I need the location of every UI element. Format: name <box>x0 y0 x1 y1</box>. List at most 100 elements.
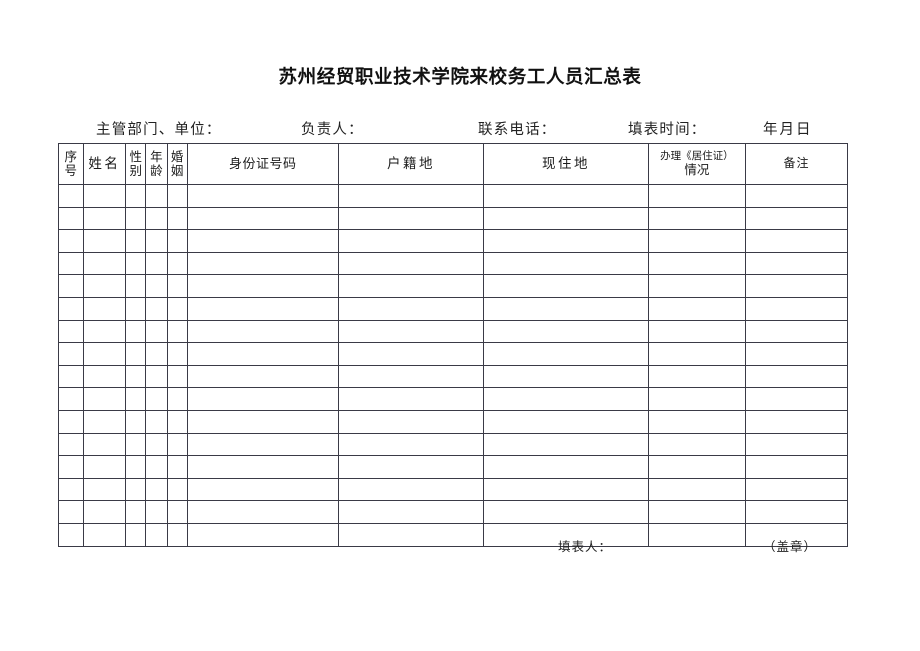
table-cell-name[interactable] <box>82 500 127 524</box>
table-cell-sex[interactable] <box>125 274 147 298</box>
table-cell-sex[interactable] <box>125 455 147 479</box>
table-cell-sex[interactable] <box>125 229 147 253</box>
table-cell-id[interactable] <box>186 455 339 479</box>
table-cell-name[interactable] <box>82 432 127 457</box>
table-cell-permit[interactable] <box>647 364 747 389</box>
table-cell-id[interactable] <box>186 184 339 208</box>
table-cell-sex[interactable] <box>125 296 147 321</box>
table-cell-note[interactable] <box>745 477 848 502</box>
table-cell-seq[interactable] <box>58 500 84 524</box>
table-cell-hukou[interactable] <box>337 206 485 231</box>
table-cell-permit[interactable] <box>647 274 747 298</box>
table-cell-permit[interactable] <box>647 500 747 524</box>
table-cell-note[interactable] <box>745 319 848 344</box>
table-cell-marry[interactable] <box>166 522 188 547</box>
table-cell-age[interactable] <box>145 206 168 231</box>
table-cell-note[interactable] <box>745 296 848 321</box>
table-cell-age[interactable] <box>145 364 168 389</box>
table-cell-seq[interactable] <box>58 364 84 389</box>
table-cell-marry[interactable] <box>166 409 188 434</box>
table-cell-note[interactable] <box>745 364 848 389</box>
table-cell-seq[interactable] <box>58 455 84 479</box>
table-cell-sex[interactable] <box>125 184 147 208</box>
table-cell-sex[interactable] <box>125 387 147 411</box>
table-cell-seq[interactable] <box>58 251 84 276</box>
table-cell-permit[interactable] <box>647 229 747 253</box>
table-cell-note[interactable] <box>745 251 848 276</box>
table-cell-name[interactable] <box>82 364 127 389</box>
table-cell-id[interactable] <box>186 319 339 344</box>
table-cell-addr[interactable] <box>483 184 649 208</box>
table-cell-marry[interactable] <box>166 432 188 457</box>
table-cell-id[interactable] <box>186 387 339 411</box>
table-cell-permit[interactable] <box>647 251 747 276</box>
table-cell-marry[interactable] <box>166 251 188 276</box>
table-cell-note[interactable] <box>745 206 848 231</box>
table-cell-note[interactable] <box>745 342 848 366</box>
table-cell-note[interactable] <box>745 387 848 411</box>
table-cell-permit[interactable] <box>647 409 747 434</box>
table-cell-seq[interactable] <box>58 229 84 253</box>
table-cell-name[interactable] <box>82 274 127 298</box>
table-cell-marry[interactable] <box>166 274 188 298</box>
table-cell-permit[interactable] <box>647 296 747 321</box>
table-cell-seq[interactable] <box>58 296 84 321</box>
table-cell-age[interactable] <box>145 342 168 366</box>
table-cell-sex[interactable] <box>125 432 147 457</box>
table-cell-age[interactable] <box>145 296 168 321</box>
table-cell-marry[interactable] <box>166 296 188 321</box>
table-cell-id[interactable] <box>186 296 339 321</box>
table-cell-permit[interactable] <box>647 206 747 231</box>
table-cell-hukou[interactable] <box>337 477 485 502</box>
table-cell-hukou[interactable] <box>337 364 485 389</box>
table-cell-id[interactable] <box>186 409 339 434</box>
table-cell-permit[interactable] <box>647 522 747 547</box>
table-cell-marry[interactable] <box>166 387 188 411</box>
table-cell-marry[interactable] <box>166 455 188 479</box>
table-cell-addr[interactable] <box>483 409 649 434</box>
table-cell-sex[interactable] <box>125 500 147 524</box>
table-cell-note[interactable] <box>745 522 848 547</box>
table-cell-addr[interactable] <box>483 229 649 253</box>
table-cell-name[interactable] <box>82 319 127 344</box>
table-cell-addr[interactable] <box>483 500 649 524</box>
table-cell-seq[interactable] <box>58 319 84 344</box>
table-cell-sex[interactable] <box>125 409 147 434</box>
table-cell-age[interactable] <box>145 477 168 502</box>
table-cell-sex[interactable] <box>125 206 147 231</box>
table-cell-id[interactable] <box>186 251 339 276</box>
table-cell-hukou[interactable] <box>337 500 485 524</box>
table-cell-addr[interactable] <box>483 364 649 389</box>
table-cell-age[interactable] <box>145 319 168 344</box>
table-cell-marry[interactable] <box>166 184 188 208</box>
table-cell-note[interactable] <box>745 500 848 524</box>
table-cell-hukou[interactable] <box>337 409 485 434</box>
table-cell-addr[interactable] <box>483 455 649 479</box>
table-cell-note[interactable] <box>745 455 848 479</box>
table-cell-permit[interactable] <box>647 387 747 411</box>
table-cell-addr[interactable] <box>483 387 649 411</box>
table-cell-name[interactable] <box>82 296 127 321</box>
table-cell-note[interactable] <box>745 229 848 253</box>
table-cell-permit[interactable] <box>647 455 747 479</box>
table-cell-age[interactable] <box>145 409 168 434</box>
table-cell-note[interactable] <box>745 274 848 298</box>
table-cell-addr[interactable] <box>483 251 649 276</box>
table-cell-hukou[interactable] <box>337 319 485 344</box>
table-cell-hukou[interactable] <box>337 455 485 479</box>
table-cell-addr[interactable] <box>483 342 649 366</box>
table-cell-marry[interactable] <box>166 206 188 231</box>
table-cell-name[interactable] <box>82 477 127 502</box>
table-cell-seq[interactable] <box>58 477 84 502</box>
table-cell-sex[interactable] <box>125 522 147 547</box>
table-cell-seq[interactable] <box>58 409 84 434</box>
table-cell-addr[interactable] <box>483 206 649 231</box>
table-cell-addr[interactable] <box>483 477 649 502</box>
table-cell-sex[interactable] <box>125 319 147 344</box>
table-cell-seq[interactable] <box>58 184 84 208</box>
table-cell-seq[interactable] <box>58 387 84 411</box>
table-cell-id[interactable] <box>186 274 339 298</box>
table-cell-addr[interactable] <box>483 274 649 298</box>
table-cell-permit[interactable] <box>647 319 747 344</box>
table-cell-sex[interactable] <box>125 251 147 276</box>
